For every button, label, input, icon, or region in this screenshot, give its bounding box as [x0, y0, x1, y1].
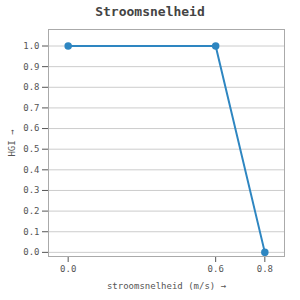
svg-text:0.1: 0.1	[23, 227, 39, 237]
svg-text:1.0: 1.0	[23, 41, 39, 51]
html-text:Stroomsnelheid: Stroomsnelheid	[95, 4, 205, 19]
svg-text:0.0: 0.0	[23, 247, 39, 257]
svg-text:0.5: 0.5	[23, 144, 39, 154]
svg-text:0.6: 0.6	[23, 123, 39, 133]
svg-text:0.9: 0.9	[23, 62, 39, 72]
svg-text:stroomsnelheid (m/s) →: stroomsnelheid (m/s) →	[107, 281, 227, 291]
svg-text:0.4: 0.4	[23, 165, 39, 175]
svg-text:0.7: 0.7	[23, 103, 39, 113]
svg-text:0.6: 0.6	[208, 264, 224, 274]
svg-text:0.8: 0.8	[23, 82, 39, 92]
svg-text:0.2: 0.2	[23, 206, 39, 216]
svg-text:0.8: 0.8	[257, 264, 273, 274]
svg-text:HGI →: HGI →	[7, 129, 17, 157]
svg-text:0.3: 0.3	[23, 185, 39, 195]
svg-text:0.0: 0.0	[60, 264, 76, 274]
